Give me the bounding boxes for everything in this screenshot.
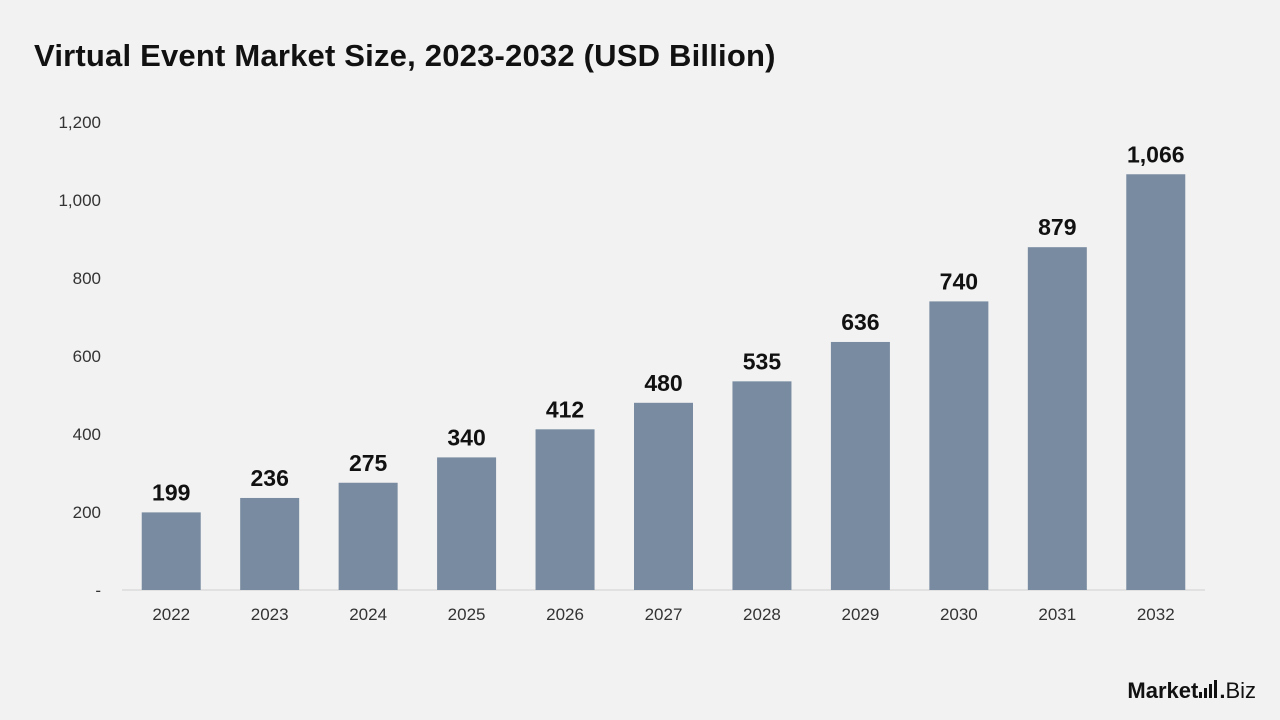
bar-2024 xyxy=(338,482,398,590)
brand-dot: . xyxy=(1219,678,1226,703)
brand-name-part2: Biz xyxy=(1225,678,1256,703)
data-label: 236 xyxy=(250,465,288,491)
data-label: 535 xyxy=(743,348,782,374)
x-tick-label: 2031 xyxy=(1038,605,1076,624)
bar-2032 xyxy=(1126,174,1186,590)
y-tick-label: 200 xyxy=(73,503,101,522)
brand-name-part1: Market xyxy=(1127,678,1199,703)
bar-2025 xyxy=(437,457,497,590)
x-tick-label: 2029 xyxy=(841,605,879,624)
bar-2029 xyxy=(830,341,890,590)
y-tick-label: 400 xyxy=(73,425,101,444)
data-label: 199 xyxy=(152,479,190,505)
y-tick-label: 600 xyxy=(73,347,101,366)
data-label: 879 xyxy=(1038,214,1076,240)
x-tick-label: 2026 xyxy=(546,605,584,624)
data-label: 636 xyxy=(841,309,879,335)
chart-title: Virtual Event Market Size, 2023-2032 (US… xyxy=(34,38,776,73)
bar-2027 xyxy=(634,402,693,590)
bar-2028 xyxy=(732,381,792,590)
x-tick-label: 2032 xyxy=(1137,605,1175,624)
data-label: 740 xyxy=(940,268,978,294)
y-tick-label: 1,200 xyxy=(58,113,101,132)
x-tick-label: 2024 xyxy=(349,605,387,624)
brand-bars-icon xyxy=(1199,680,1218,698)
y-tick-label: - xyxy=(95,581,101,600)
bar-2026 xyxy=(535,429,595,590)
x-tick-label: 2028 xyxy=(743,605,781,624)
bar-2031 xyxy=(1027,247,1087,590)
x-tick-label: 2025 xyxy=(448,605,486,624)
data-label: 1,066 xyxy=(1127,141,1185,167)
bar-2030 xyxy=(929,301,989,590)
data-label: 480 xyxy=(644,370,682,396)
bar-2023 xyxy=(240,497,300,590)
data-label: 340 xyxy=(447,424,485,450)
x-tick-label: 2023 xyxy=(251,605,289,624)
y-tick-label: 1,000 xyxy=(58,191,101,210)
data-label: 275 xyxy=(349,450,388,476)
y-tick-label: 800 xyxy=(73,269,101,288)
brand-logo: Market . Biz xyxy=(1127,678,1256,704)
x-tick-label: 2027 xyxy=(645,605,683,624)
data-label: 412 xyxy=(546,396,584,422)
bar-2022 xyxy=(141,512,201,590)
x-tick-label: 2022 xyxy=(152,605,190,624)
x-tick-label: 2030 xyxy=(940,605,978,624)
